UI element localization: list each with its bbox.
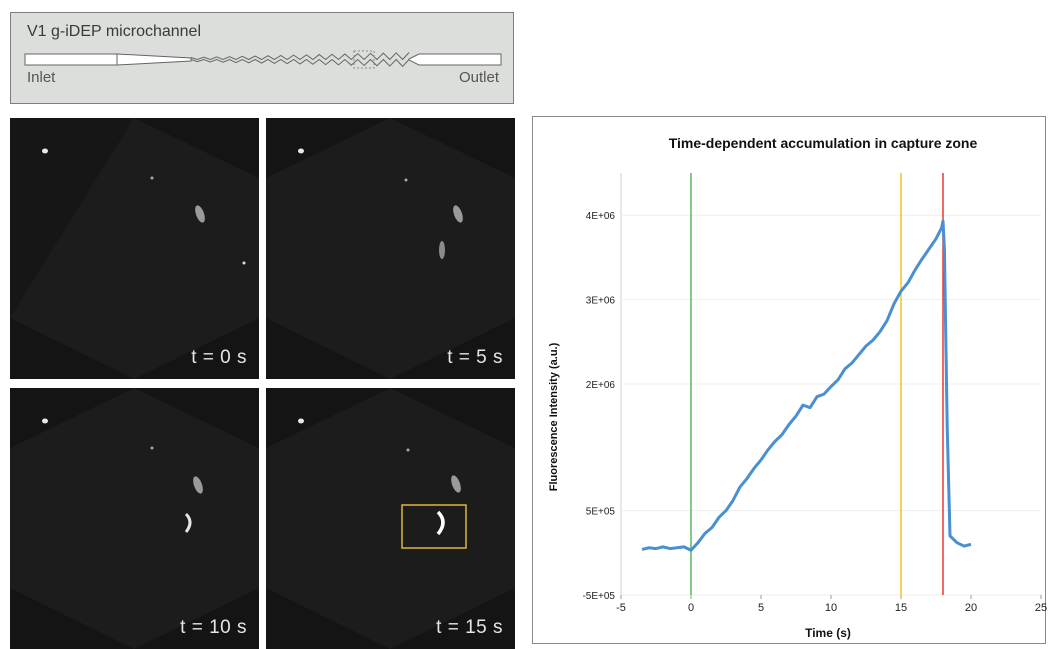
micrograph-t0: t = 0 s [10,118,259,379]
outlet-label: Outlet [458,69,499,86]
channel-schematic: V1 g-iDEP microchannel Inlet Outlet [10,12,514,104]
x-tick-label: -5 [616,602,626,614]
micrograph-image [10,118,259,379]
micrograph-image [266,118,515,379]
micrograph-t15: t = 15 s [266,388,515,649]
x-tick-label: 5 [758,602,764,614]
chart-title: Time-dependent accumulation in capture z… [669,135,978,151]
y-tick-label: 5E+05 [586,507,616,518]
micrograph-image [266,388,515,649]
x-tick-label: 20 [965,602,977,614]
x-tick-label: 0 [688,602,694,614]
time-label: t = 5 s [447,347,503,368]
x-tick-label: 25 [1035,602,1047,614]
y-tick-label: -5E+05 [582,591,615,602]
x-tick-label: 10 [825,602,837,614]
x-axis-label: Time (s) [805,626,851,640]
accumulation-chart: Time-dependent accumulation in capture z… [548,135,1047,640]
time-label: t = 15 s [436,617,503,638]
chart-frame: Time-dependent accumulation in capture z… [532,116,1047,644]
inlet-label: Inlet [27,69,56,86]
channel-title: V1 g-iDEP microchannel [27,23,202,40]
time-label: t = 0 s [191,347,247,368]
series-line [641,219,972,552]
channel-diagram [24,50,502,69]
capture-zone-box [401,504,467,549]
micrograph-t10: t = 10 s [10,388,259,649]
y-axis-label: Fluorescence Intensity (a.u.) [548,342,560,491]
x-tick-label: 15 [895,602,907,614]
micrograph-t5: t = 5 s [266,118,515,379]
time-label: t = 10 s [180,617,247,638]
y-tick-label: 4E+06 [586,211,616,222]
y-tick-label: 2E+06 [586,380,616,391]
y-tick-label: 3E+06 [586,296,616,307]
micrograph-image [10,388,259,649]
